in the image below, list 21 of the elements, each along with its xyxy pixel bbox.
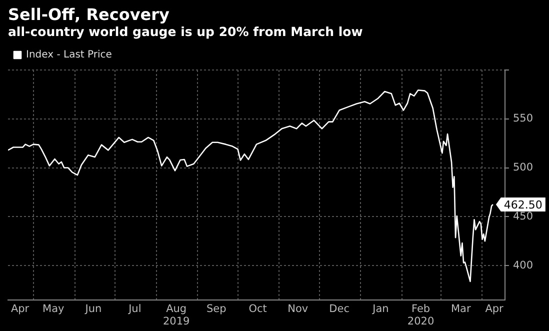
y-tick-label: 550 [512,112,534,125]
x-tick-label: Sep [206,302,227,315]
y-tick-label: 450 [512,210,534,222]
x-tick-label: Jul [128,302,142,315]
x-tick-label: Mar [450,302,472,315]
legend-label: Index - Last Price [26,50,112,61]
chart-title: Sell-Off, Recovery [8,5,170,24]
data-label: 462.50 [504,198,542,212]
x-tick-label: May [42,302,64,315]
x-tick-label: Dec [329,302,350,315]
x-tick-label: Aug 2019 [162,302,190,328]
y-tick-label: 400 [512,259,534,272]
x-tick-label: Apr [485,302,504,315]
y-tick-label: 500 [512,162,534,174]
x-tick-label: Jun [84,302,102,315]
x-tick-label: Feb 2020 [407,302,434,328]
x-tick-label: Nov [288,302,308,315]
chart-subtitle: all-country world gauge is up 20% from March low [8,24,364,40]
x-tick-label: Apr [10,302,30,315]
x-tick-label: Oct [248,302,267,315]
x-tick-label: Jan [372,302,389,315]
